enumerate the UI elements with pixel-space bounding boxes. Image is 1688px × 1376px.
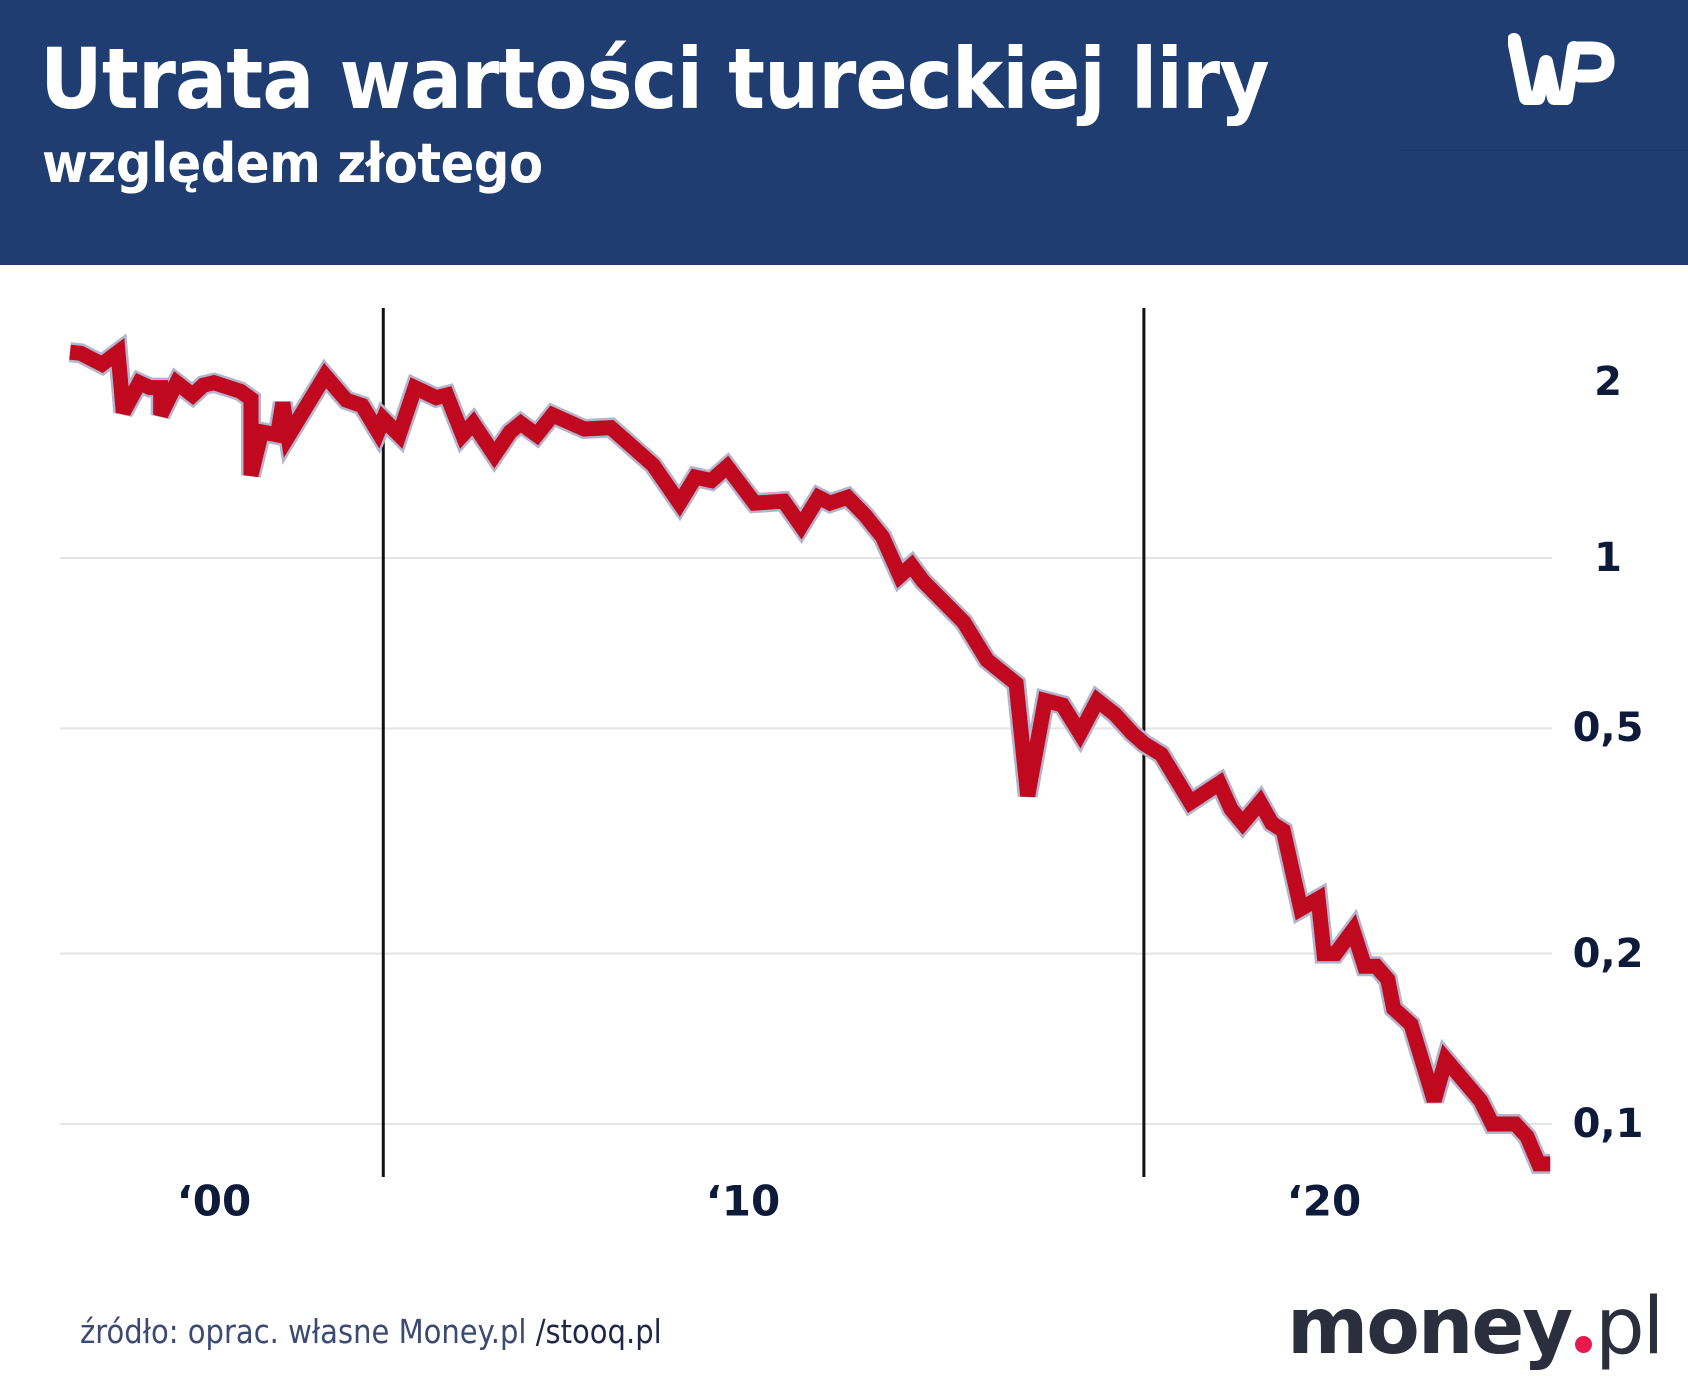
y-tick-label: 0,5 <box>1572 705 1644 752</box>
brand-dot-icon <box>1575 1336 1593 1353</box>
wp-logo-icon <box>1508 33 1615 105</box>
line-chart <box>60 308 1552 1177</box>
y-tick-label: 0,2 <box>1572 930 1644 977</box>
gridlines <box>60 557 1552 1125</box>
chart-subtitle: względem złotego <box>42 132 543 195</box>
brand-word: money <box>1287 1282 1573 1372</box>
x-tick-label: ‘20 <box>1286 1176 1362 1226</box>
header-banner: Utrata wartości tureckiej liry względem … <box>0 0 1688 265</box>
x-tick-label: ‘10 <box>705 1176 781 1226</box>
brand-suffix: pl <box>1595 1282 1664 1372</box>
logo-panel <box>1400 0 1688 151</box>
y-tick-label: 0,1 <box>1572 1101 1644 1147</box>
series-line <box>69 338 1551 1172</box>
x-tick-label: ‘00 <box>176 1176 252 1226</box>
money-pl-logo: money pl <box>1287 1282 1664 1372</box>
series-line-outline <box>68 333 1551 1174</box>
source-site: /stooq.pl <box>535 1312 662 1351</box>
y-tick-label: 1 <box>1594 535 1622 581</box>
chart-area: 2 1 0,5 0,2 0,1 ‘00 ‘10 ‘20 <box>0 265 1688 1265</box>
source-text: źródło: oprac. własne Money.pl <box>80 1312 536 1351</box>
source-note: źródło: oprac. własne Money.pl /stooq.pl <box>80 1312 662 1351</box>
chart-title: Utrata wartości tureckiej liry <box>40 30 1270 128</box>
y-tick-label: 2 <box>1594 358 1622 405</box>
